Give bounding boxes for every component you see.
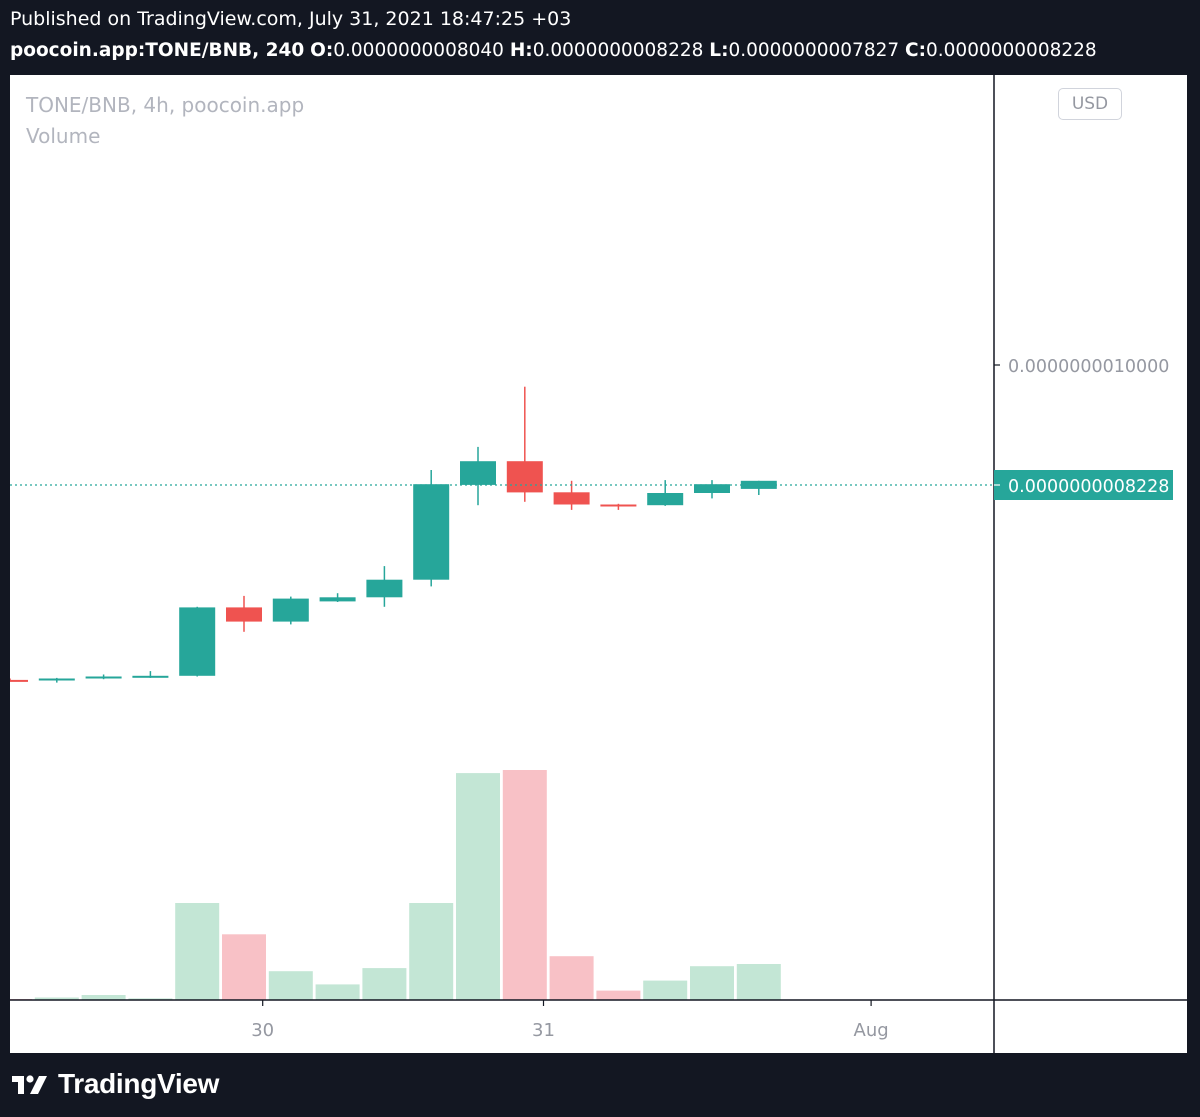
candle <box>38 677 75 683</box>
volume-bar <box>690 966 734 1000</box>
volume-bar <box>175 903 220 1000</box>
candle <box>694 480 730 499</box>
candle <box>413 470 450 587</box>
volume-bar <box>456 773 500 1000</box>
currency-button[interactable]: USD <box>1058 88 1122 120</box>
legend-volume: Volume <box>26 124 101 148</box>
tradingview-brand: TradingView <box>58 1068 220 1099</box>
legend-title: TONE/BNB, 4h, poocoin.app <box>26 93 305 117</box>
volume-bar <box>34 997 79 1000</box>
candle-body <box>85 676 122 679</box>
candle <box>600 503 637 510</box>
close-label: C: <box>905 40 927 61</box>
time-tick-label: 30 <box>251 1020 274 1041</box>
candle-body <box>132 675 169 678</box>
candle <box>506 386 543 502</box>
candle-body <box>647 493 684 506</box>
candle <box>272 596 309 625</box>
candle-body <box>460 461 496 485</box>
volume-bar <box>315 984 360 1000</box>
candle-body <box>272 598 309 622</box>
candle-body <box>600 504 637 507</box>
candle-body <box>38 678 75 681</box>
high-value: 0.0000000008228 <box>532 40 704 61</box>
candle <box>132 671 169 678</box>
candle <box>226 595 262 632</box>
tradingview-logo[interactable]: TradingView <box>10 1068 219 1100</box>
high-label: H: <box>509 40 533 61</box>
candle <box>647 480 684 506</box>
candle-body <box>226 607 262 622</box>
candle-body <box>740 480 777 489</box>
last-price-badge <box>994 470 1173 500</box>
volume-bar <box>409 903 454 1000</box>
candle-body <box>10 679 28 682</box>
volume-bar <box>502 770 547 1000</box>
volume-bar <box>222 934 266 1000</box>
candle <box>319 593 356 602</box>
volume-bar <box>643 980 688 1000</box>
open-value: 0.0000000008040 <box>333 40 504 61</box>
close-value: 0.0000000008228 <box>926 40 1097 61</box>
low-label: L: <box>709 40 729 61</box>
candle <box>553 480 590 510</box>
candle <box>460 446 496 506</box>
volume-bar <box>549 956 594 1000</box>
candle-body <box>506 461 543 493</box>
volume-bar <box>268 971 313 1000</box>
candle-body <box>694 484 730 493</box>
volume-bar <box>596 990 641 1000</box>
candle <box>85 674 122 680</box>
volume-bar <box>736 964 781 1000</box>
candle-body <box>366 579 403 598</box>
candle <box>179 606 216 677</box>
candle-body <box>319 597 356 602</box>
candle <box>366 566 403 607</box>
ohlc-header: poocoin.app:TONE/BNB, 240 O:0.0000000008… <box>10 40 1097 61</box>
candle-body <box>553 492 590 505</box>
candle <box>10 678 28 682</box>
last-price-label: 0.0000000008228 <box>1008 477 1169 497</box>
volume-bar <box>362 968 407 1000</box>
volume-bar <box>128 998 173 1000</box>
candle-body <box>179 607 216 676</box>
chart-panel[interactable]: 0.00000000100000.0000000008228293031Aug … <box>10 75 1187 1053</box>
time-tick-label: Aug <box>854 1020 889 1041</box>
price-tick-label: 0.0000000010000 <box>1008 357 1169 377</box>
candle-body <box>413 484 450 580</box>
published-caption: Published on TradingView.com, July 31, 2… <box>10 8 572 30</box>
candle <box>740 480 777 495</box>
low-value: 0.0000000007827 <box>728 40 900 61</box>
symbol-interval: poocoin.app:TONE/BNB, 240 <box>10 40 305 61</box>
volume-bar <box>81 995 126 1000</box>
open-label: O: <box>310 40 334 61</box>
tradingview-logo-icon <box>12 1075 47 1094</box>
time-tick-label: 31 <box>532 1020 555 1041</box>
